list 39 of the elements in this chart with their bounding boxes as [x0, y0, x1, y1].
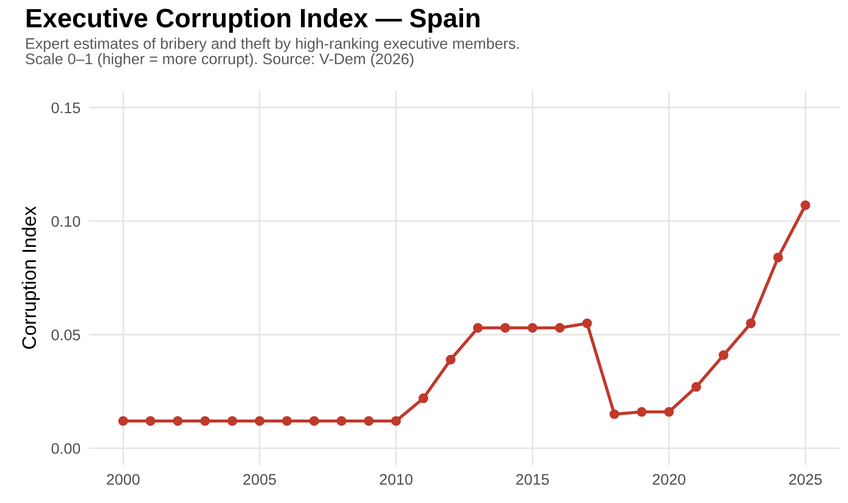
y-tick-label: 0.15: [52, 102, 80, 114]
point: [118, 416, 128, 426]
point: [582, 318, 592, 328]
point: [610, 409, 620, 420]
point: [746, 318, 756, 328]
y-axis-title: Corruption Index: [22, 206, 40, 349]
point: [773, 252, 783, 262]
point: [500, 323, 510, 333]
x-tick-label: 2025: [789, 474, 822, 485]
x-tick-label: 2015: [516, 474, 549, 485]
point: [254, 416, 264, 426]
y-tick-label: 0.05: [52, 330, 80, 340]
point: [282, 416, 292, 426]
y-tick-label: 0.10: [52, 216, 80, 227]
point: [227, 416, 238, 426]
point: [391, 416, 401, 426]
point: [172, 416, 183, 426]
chart-title: Executive Corruption Index — Spain: [26, 8, 480, 33]
point: [418, 393, 428, 404]
point: [691, 382, 702, 392]
y-tick-label: 0.00: [52, 443, 80, 454]
x-tick-label: 2010: [380, 474, 412, 485]
point: [528, 323, 538, 333]
point: [309, 416, 320, 426]
point: [554, 323, 565, 333]
point: [473, 323, 483, 333]
x-tick-label: 2005: [243, 474, 276, 485]
x-tick-label: 2020: [652, 474, 686, 485]
point: [636, 407, 647, 417]
point: [146, 416, 156, 426]
point: [718, 350, 728, 360]
point: [800, 200, 810, 210]
point: [364, 416, 374, 426]
point: [336, 416, 346, 426]
point: [446, 354, 456, 365]
point: [200, 416, 210, 426]
point: [664, 407, 674, 417]
chart-subtitle: Expert estimates of bribery and theft by high-ranking executive members. Scale 0–1 (higher = more corrupt). Source: V-Dem (2026): [26, 38, 519, 68]
x-tick-label: 2000: [106, 474, 140, 485]
